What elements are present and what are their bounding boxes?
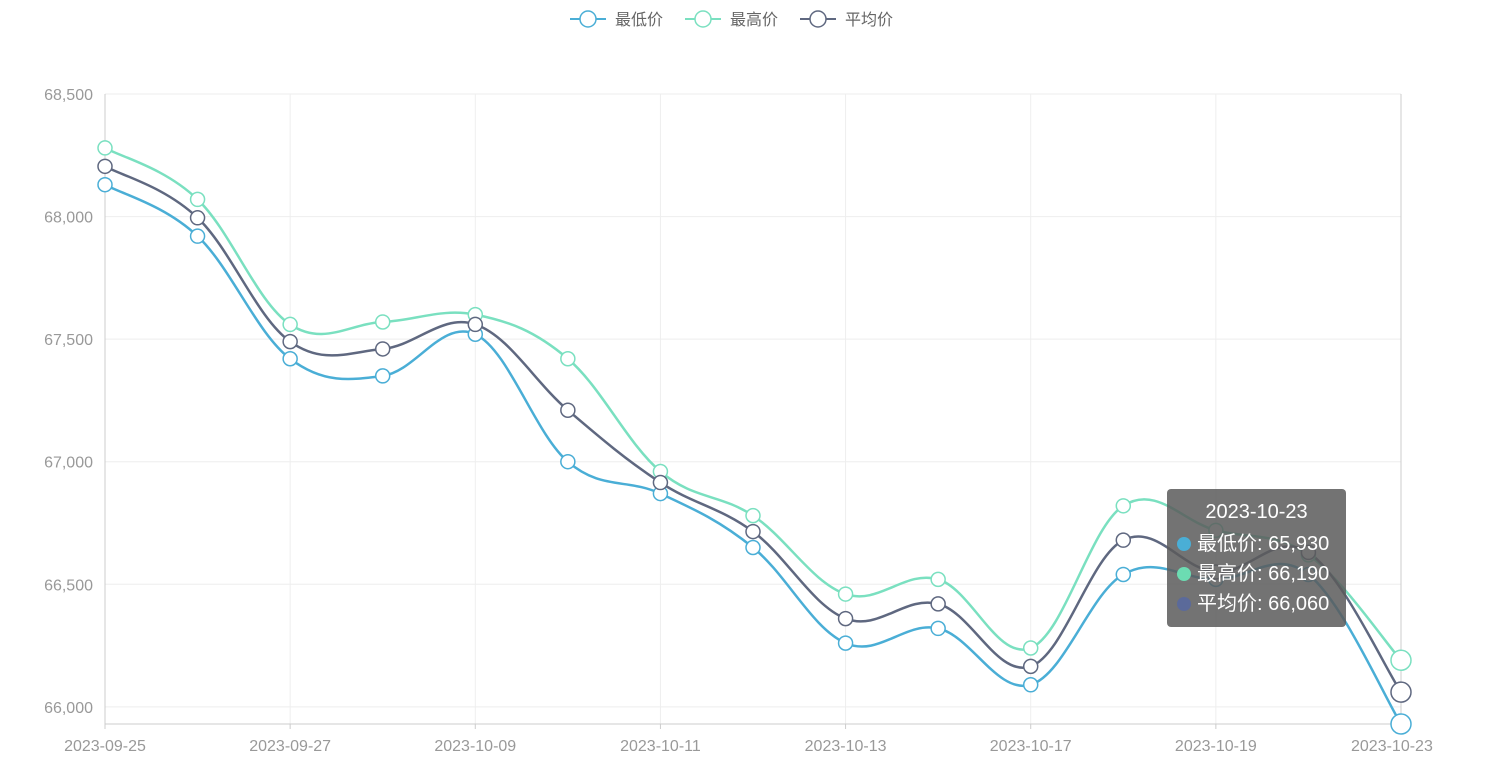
tooltip-row-high: 最高价: 66,190 xyxy=(1177,559,1336,589)
data-point[interactable] xyxy=(374,314,391,330)
data-point[interactable] xyxy=(282,333,298,350)
tooltip-row-low: 最低价: 65,930 xyxy=(1177,529,1336,559)
tooltip-text-high: 最高价: 66,190 xyxy=(1197,563,1330,585)
data-point[interactable] xyxy=(1022,677,1039,693)
tooltip-text-low: 最低价: 65,930 xyxy=(1197,533,1330,555)
legend-item[interactable]: 最高价 xyxy=(685,10,778,29)
x-tick-label: 2023-10-23 xyxy=(1351,738,1433,755)
data-point[interactable] xyxy=(930,620,946,637)
data-point[interactable] xyxy=(652,474,669,491)
x-tick-label: 2023-10-13 xyxy=(805,738,887,755)
data-point[interactable] xyxy=(1115,532,1132,548)
data-point[interactable] xyxy=(1115,498,1132,514)
tooltip-row-avg: 平均价: 66,060 xyxy=(1177,589,1336,619)
series-layer xyxy=(97,140,1412,735)
grid xyxy=(105,93,1402,724)
legend-label: 平均价 xyxy=(845,11,893,29)
tooltip-title: 2023-10-23 xyxy=(1205,501,1308,523)
data-point[interactable] xyxy=(560,402,576,418)
data-point[interactable] xyxy=(837,610,854,627)
data-point[interactable] xyxy=(837,635,854,651)
data-point[interactable] xyxy=(1390,713,1412,735)
data-point[interactable] xyxy=(745,507,761,524)
data-point[interactable] xyxy=(745,539,761,556)
data-point[interactable] xyxy=(189,191,206,208)
x-tick-label: 2023-10-09 xyxy=(434,738,516,755)
legend-marker xyxy=(809,10,827,28)
x-tick-label: 2023-09-25 xyxy=(64,738,146,755)
x-tick-label: 2023-09-27 xyxy=(249,738,331,755)
y-tick-label: 68,000 xyxy=(44,210,93,227)
data-point[interactable] xyxy=(97,158,113,175)
data-point[interactable] xyxy=(837,586,854,602)
data-point[interactable] xyxy=(97,176,113,193)
data-point[interactable] xyxy=(282,350,298,367)
data-point[interactable] xyxy=(97,140,113,156)
legend[interactable]: 最低价 最高价 平均价 xyxy=(570,10,893,29)
y-tick-label: 66,000 xyxy=(44,700,93,717)
data-point[interactable] xyxy=(560,453,576,470)
data-point[interactable] xyxy=(560,350,576,367)
legend-marker xyxy=(579,10,597,28)
data-point[interactable] xyxy=(189,210,206,226)
data-point[interactable] xyxy=(1022,640,1039,656)
data-point[interactable] xyxy=(374,341,391,357)
y-tick-label: 68,500 xyxy=(44,87,93,104)
x-tick-label: 2023-10-19 xyxy=(1175,738,1257,755)
tooltip-dot-high xyxy=(1177,567,1191,581)
y-tick-label: 66,500 xyxy=(44,577,93,594)
x-tick-label: 2023-10-17 xyxy=(990,738,1072,755)
axes: 66,000 66,500 67,000 67,500 68,000 68,500 2023… xyxy=(44,87,1433,755)
data-point[interactable] xyxy=(374,368,391,384)
data-point[interactable] xyxy=(1390,649,1412,672)
data-point[interactable] xyxy=(930,596,946,612)
legend-item[interactable]: 最低价 xyxy=(570,10,663,29)
tooltip-dot-avg xyxy=(1177,597,1191,611)
x-tick-label: 2023-10-11 xyxy=(620,738,701,755)
tooltip-text-avg: 平均价: 66,060 xyxy=(1197,593,1330,615)
series-line xyxy=(104,183,1403,725)
legend-marker xyxy=(694,10,712,28)
tooltip: 2023-10-23 最低价: 65,930 最高价: 66,190 平均价: … xyxy=(1167,489,1346,627)
tooltip-dot-low xyxy=(1177,537,1191,551)
y-tick-label: 67,500 xyxy=(44,332,93,349)
data-point[interactable] xyxy=(745,523,761,540)
data-point[interactable] xyxy=(930,571,946,588)
y-tick-label: 67,000 xyxy=(44,455,93,472)
data-point[interactable] xyxy=(1022,658,1039,675)
legend-item[interactable]: 平均价 xyxy=(800,10,893,29)
legend-label: 最低价 xyxy=(615,11,663,29)
data-point[interactable] xyxy=(282,316,298,333)
data-point[interactable] xyxy=(189,228,206,244)
data-point[interactable] xyxy=(1115,566,1132,583)
data-point[interactable] xyxy=(1390,681,1412,703)
data-point[interactable] xyxy=(467,316,484,333)
legend-label: 最高价 xyxy=(730,11,778,29)
